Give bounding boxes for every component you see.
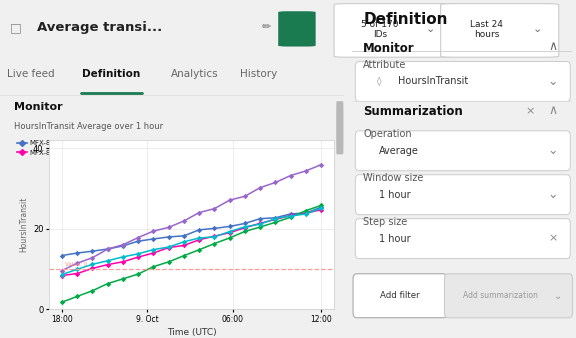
FancyBboxPatch shape <box>336 101 343 154</box>
FancyBboxPatch shape <box>334 4 452 57</box>
Text: History: History <box>240 69 277 79</box>
Text: Value: 0: Value: 0 <box>65 262 87 267</box>
FancyBboxPatch shape <box>278 11 316 47</box>
Text: ✏: ✏ <box>262 22 271 32</box>
FancyBboxPatch shape <box>355 62 570 101</box>
Text: 1 hour: 1 hour <box>380 190 411 200</box>
Text: ∧: ∧ <box>548 40 558 53</box>
Text: ⌄: ⌄ <box>554 291 562 301</box>
FancyBboxPatch shape <box>441 4 559 57</box>
FancyBboxPatch shape <box>355 175 570 215</box>
Text: ◊: ◊ <box>377 77 381 86</box>
Text: Attribute: Attribute <box>363 60 407 70</box>
Text: Last 24
hours: Last 24 hours <box>470 20 503 39</box>
Text: ×: × <box>525 106 535 116</box>
Legend: MFX-8154677, MFX-8360386, MFX-N4900769, RFX-1683058, RFX-2691155: MFX-8154677, MFX-8360386, MFX-N4900769, … <box>14 137 216 158</box>
Text: Analytics: Analytics <box>171 69 219 79</box>
FancyBboxPatch shape <box>355 131 570 171</box>
Text: Definition: Definition <box>363 12 448 27</box>
X-axis label: Time (UTC): Time (UTC) <box>166 328 217 337</box>
Text: Definition: Definition <box>82 69 141 79</box>
Text: HoursInTransit: HoursInTransit <box>397 76 468 87</box>
Text: Summarization: Summarization <box>363 105 463 118</box>
Text: Add summarization: Add summarization <box>463 291 538 300</box>
Text: □: □ <box>10 21 22 34</box>
FancyBboxPatch shape <box>355 219 570 259</box>
Text: Step size: Step size <box>363 217 408 227</box>
Text: Operation: Operation <box>363 129 412 139</box>
Text: ⌄: ⌄ <box>533 24 542 34</box>
Text: ⌄: ⌄ <box>426 24 435 34</box>
Text: Add filter: Add filter <box>380 291 420 300</box>
FancyBboxPatch shape <box>445 274 573 318</box>
Text: Live feed: Live feed <box>7 69 55 79</box>
Text: 5 of 170
IDs: 5 of 170 IDs <box>361 20 399 39</box>
Text: Window size: Window size <box>363 173 424 183</box>
Text: Average: Average <box>380 146 419 156</box>
Text: Monitor: Monitor <box>363 42 415 55</box>
Text: ×: × <box>548 234 558 244</box>
Text: HoursInTransit Average over 1 hour: HoursInTransit Average over 1 hour <box>14 122 163 131</box>
FancyBboxPatch shape <box>353 274 447 318</box>
Text: Monitor: Monitor <box>14 102 62 112</box>
Text: ⌄: ⌄ <box>548 144 558 157</box>
Text: 1 hour: 1 hour <box>380 234 411 244</box>
Text: ⌄: ⌄ <box>548 75 558 88</box>
Y-axis label: HoursInTransit: HoursInTransit <box>20 197 29 252</box>
Text: ⌄: ⌄ <box>548 188 558 201</box>
Text: ∧: ∧ <box>548 104 558 117</box>
Text: ☺: ☺ <box>289 22 305 37</box>
Text: Average transi...: Average transi... <box>37 21 162 34</box>
